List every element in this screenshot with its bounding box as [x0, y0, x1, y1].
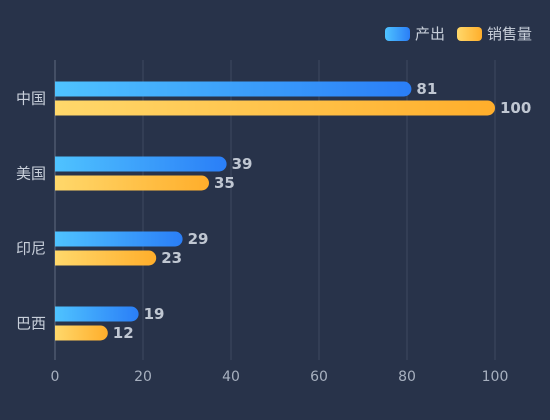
y-category-label: 巴西 [16, 315, 46, 333]
bar-output[interactable] [55, 156, 227, 172]
bar-value-label: 12 [113, 324, 134, 342]
bar-value-label: 81 [416, 80, 437, 98]
bar-value-label: 100 [500, 99, 531, 117]
y-category-label: 中国 [16, 90, 46, 108]
bar-output[interactable] [55, 306, 139, 322]
bar-sales[interactable] [55, 325, 108, 341]
bar-output[interactable] [55, 231, 183, 247]
y-category-label: 美国 [16, 165, 46, 183]
x-tick-label: 0 [51, 369, 60, 385]
legend-item-sales[interactable]: 销售量 [457, 25, 532, 43]
legend-swatch [385, 27, 410, 41]
bar-sales[interactable] [55, 175, 210, 191]
x-tick-label: 60 [310, 369, 328, 385]
grid: 0 20 40 60 80 100 [51, 60, 509, 385]
bar-output[interactable] [55, 81, 412, 97]
y-category-label: 印尼 [16, 240, 46, 258]
legend-item-output[interactable]: 产出 [385, 25, 445, 43]
bar-value-label: 23 [161, 249, 182, 267]
legend-swatch [457, 27, 482, 41]
bar-value-label: 29 [188, 230, 209, 248]
bar-sales[interactable] [55, 100, 495, 116]
legend[interactable]: 产出 销售量 [385, 25, 532, 43]
x-tick-label: 100 [482, 369, 509, 385]
bar-value-label: 19 [144, 305, 165, 323]
bar-value-label: 35 [214, 174, 235, 192]
x-tick-label: 80 [398, 369, 416, 385]
x-tick-label: 20 [134, 369, 152, 385]
bar-value-label: 39 [232, 155, 253, 173]
legend-label: 销售量 [487, 25, 532, 43]
bars [55, 81, 495, 341]
x-tick-label: 40 [222, 369, 240, 385]
legend-label: 产出 [415, 25, 445, 43]
bar-sales[interactable] [55, 250, 157, 266]
